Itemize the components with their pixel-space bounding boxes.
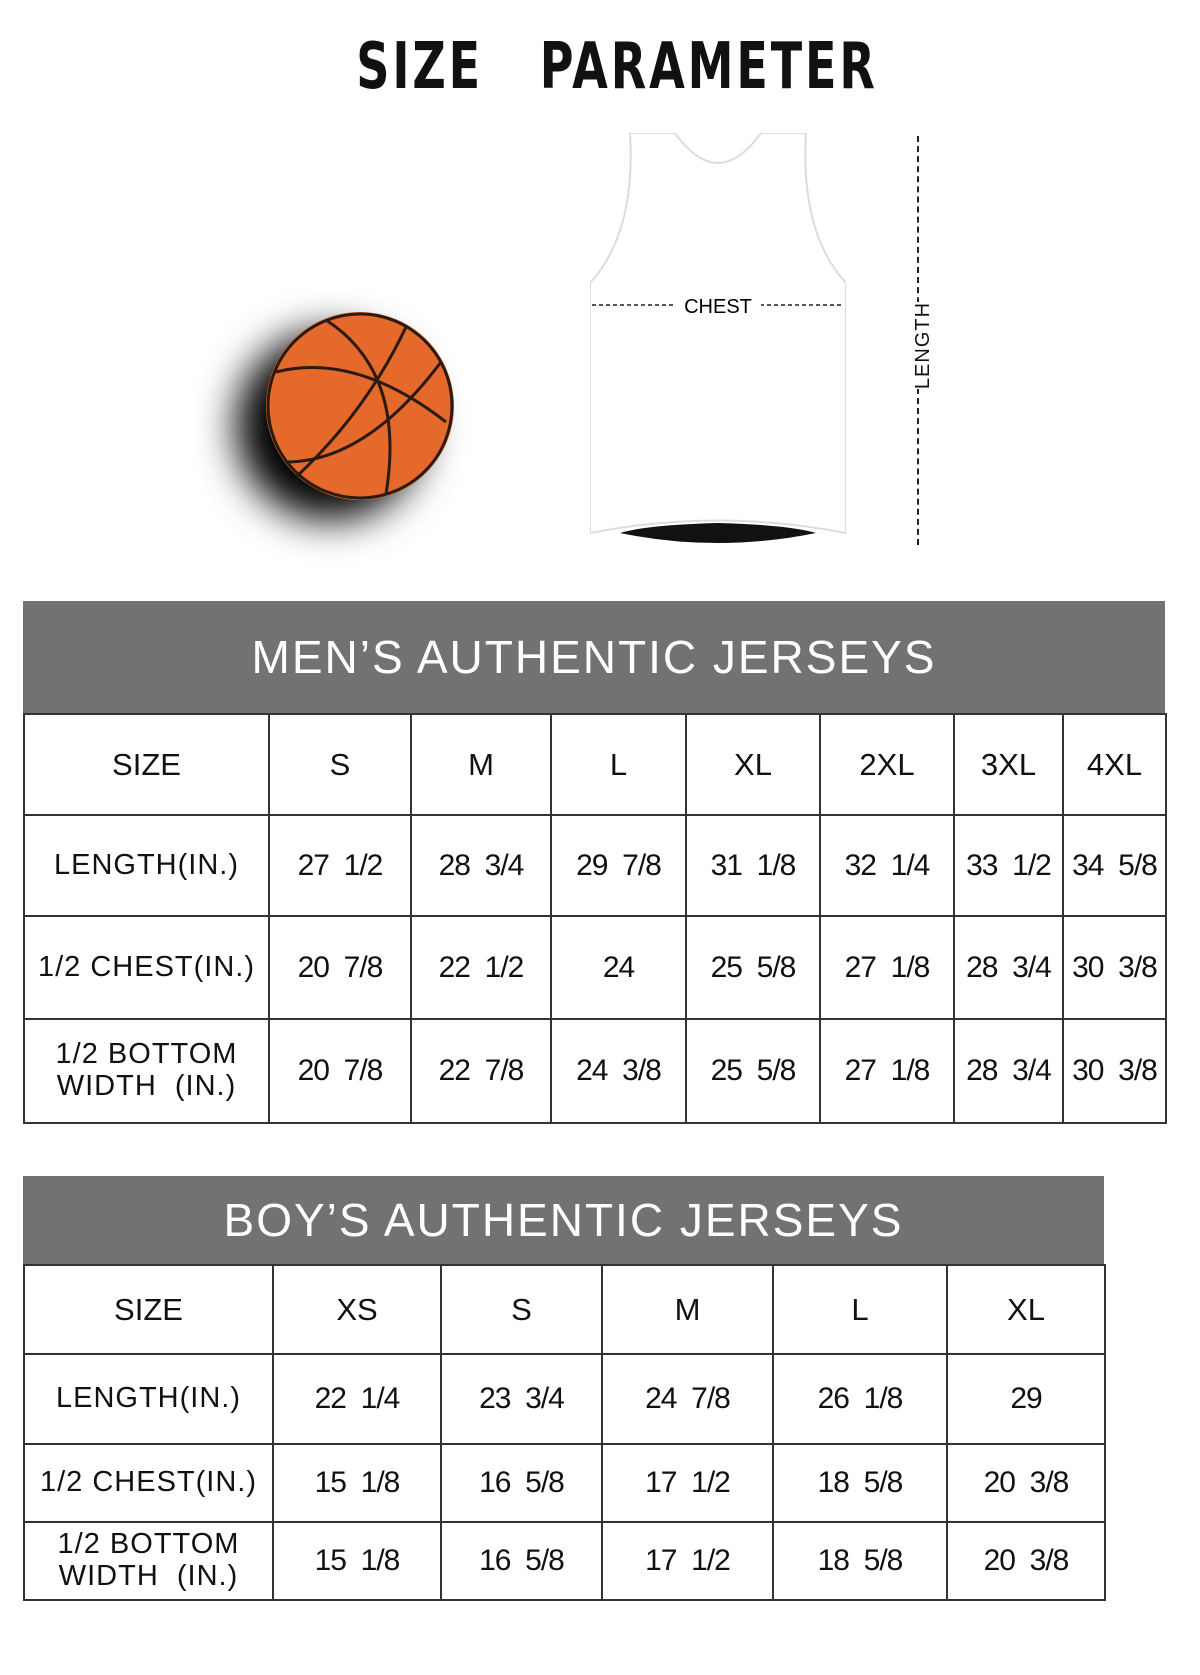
table-row: 1/2 CHEST(IN.) 15 1/8 16 5/8 17 1/2 18 5/8 20…	[23, 1443, 1106, 1523]
table-cell: 24 7/8	[601, 1353, 774, 1445]
table-cell: 3XL	[953, 713, 1064, 816]
row-label: 1/2 BOTTOM WIDTH (IN.)	[23, 1521, 274, 1601]
table-cell: 20 3/8	[946, 1521, 1106, 1601]
page-title: SIZE PARAMETER	[356, 30, 878, 104]
length-label: LENGTH	[908, 301, 940, 390]
table-cell: L	[550, 713, 687, 816]
table-cell: 20 7/8	[268, 915, 412, 1020]
men-size-table: SIZE S M L XL 2XL 3XL 4XL LENGTH(IN.) 27 1/2 28 3/…	[23, 713, 1167, 1124]
table-cell: XS	[272, 1264, 442, 1355]
table-cell: 2XL	[819, 713, 955, 816]
header-row: SIZE S M L XL 2XL 3XL 4XL	[23, 713, 1167, 816]
table-cell: 30 3/8	[1062, 915, 1167, 1020]
table-cell: 22 1/4	[272, 1353, 442, 1445]
table-cell: 26 1/8	[772, 1353, 948, 1445]
table-cell: 20 7/8	[268, 1018, 412, 1124]
row-label: 1/2 BOTTOM WIDTH (IN.)	[23, 1018, 270, 1124]
table-cell: L	[772, 1264, 948, 1355]
table-cell: 32 1/4	[819, 814, 955, 917]
table-row: LENGTH(IN.) 27 1/2 28 3/4 29 7/8 31 1/8 32 1/…	[23, 814, 1167, 917]
table-cell: 29 7/8	[550, 814, 687, 917]
table-cell: 33 1/2	[953, 814, 1064, 917]
table-cell: 15 1/8	[272, 1443, 442, 1523]
boys-table-title: BOY’S AUTHENTIC JERSEYS	[23, 1176, 1104, 1264]
table-cell: 30 3/8	[1062, 1018, 1167, 1124]
table-cell: XL	[685, 713, 821, 816]
header-row: SIZE XS S M L XL	[23, 1264, 1106, 1355]
table-cell: 15 1/8	[272, 1521, 442, 1601]
table-cell: XL	[946, 1264, 1106, 1355]
table-cell: 28 3/4	[953, 915, 1064, 1020]
table-cell: 16 5/8	[440, 1521, 603, 1601]
table-cell: M	[410, 713, 552, 816]
table-cell: M	[601, 1264, 774, 1355]
table-cell: 17 1/2	[601, 1443, 774, 1523]
table-cell: 24	[550, 915, 687, 1020]
table-cell: S	[268, 713, 412, 816]
table-cell: 25 5/8	[685, 1018, 821, 1124]
table-cell: 28 3/4	[410, 814, 552, 917]
table-cell: 27 1/8	[819, 915, 955, 1020]
table-cell: 27 1/8	[819, 1018, 955, 1124]
table-cell: 16 5/8	[440, 1443, 603, 1523]
table-cell: 4XL	[1062, 713, 1167, 816]
table-cell: 28 3/4	[953, 1018, 1064, 1124]
row-label: 1/2 CHEST(IN.)	[23, 1443, 274, 1523]
table-cell: 20 3/8	[946, 1443, 1106, 1523]
table-cell: 29	[946, 1353, 1106, 1445]
basketball-icon	[266, 312, 454, 500]
men-table-title: MEN’S AUTHENTIC JERSEYS	[23, 601, 1165, 713]
table-cell: 23 3/4	[440, 1353, 603, 1445]
row-label: SIZE	[23, 713, 270, 816]
table-cell: 27 1/2	[268, 814, 412, 917]
table-cell: 25 5/8	[685, 915, 821, 1020]
boys-size-table: SIZE XS S M L XL LENGTH(IN.) 22 1/4 23 3/4 24 7/8…	[23, 1264, 1106, 1601]
jersey-diagram: CHEST	[590, 133, 846, 543]
table-cell: 17 1/2	[601, 1521, 774, 1601]
chest-label: CHEST	[684, 296, 752, 318]
table-cell: 18 5/8	[772, 1521, 948, 1601]
table-cell: 31 1/8	[685, 814, 821, 917]
table-cell: 22 1/2	[410, 915, 552, 1020]
table-row: LENGTH(IN.) 22 1/4 23 3/4 24 7/8 26 1/8 29	[23, 1353, 1106, 1445]
table-cell: 18 5/8	[772, 1443, 948, 1523]
table-cell: 34 5/8	[1062, 814, 1167, 917]
table-cell: 22 7/8	[410, 1018, 552, 1124]
row-label: LENGTH(IN.)	[23, 814, 270, 917]
table-row: 1/2 BOTTOM WIDTH (IN.) 15 1/8 16 5/8 17 1/2…	[23, 1521, 1106, 1601]
table-row: 1/2 BOTTOM WIDTH (IN.) 20 7/8 22 7/8 24 3/8…	[23, 1018, 1167, 1124]
row-label: LENGTH(IN.)	[23, 1353, 274, 1445]
table-cell: 24 3/8	[550, 1018, 687, 1124]
table-cell: S	[440, 1264, 603, 1355]
row-label: SIZE	[23, 1264, 274, 1355]
table-row: 1/2 CHEST(IN.) 20 7/8 22 1/2 24 25 5/8 27 1/8…	[23, 915, 1167, 1020]
row-label: 1/2 CHEST(IN.)	[23, 915, 270, 1020]
